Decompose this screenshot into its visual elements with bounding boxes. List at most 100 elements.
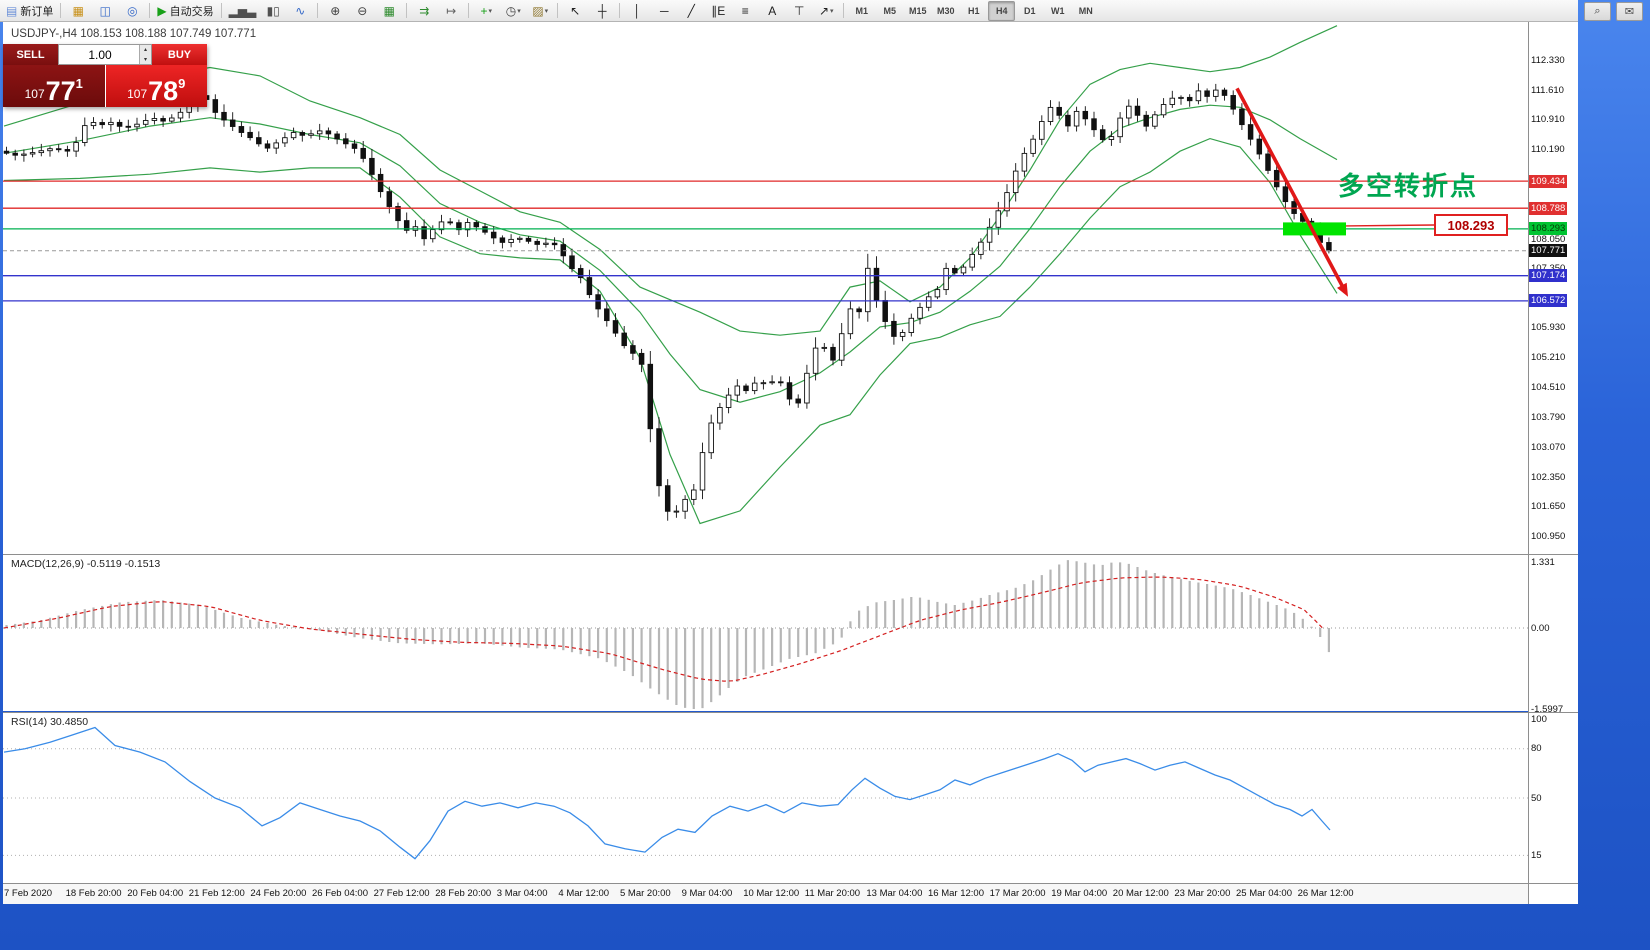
trend-arrow[interactable]	[1235, 87, 1348, 297]
zoom-in-icon: ⊕	[330, 3, 341, 18]
annotation-text[interactable]: 多空转折点	[1338, 171, 1479, 201]
market-watch-icon[interactable]: ▦	[65, 1, 91, 21]
horizontal-line-icon[interactable]: ─	[651, 1, 677, 21]
periods-button[interactable]: ◷ ▾	[500, 1, 526, 21]
time-axis[interactable]: 7 Feb 2020 18 Feb 20:00 20 Feb 04:00 21 Feb…	[3, 884, 1528, 904]
chevron-down-icon: ▾	[488, 7, 493, 15]
toolbar-separator	[317, 3, 319, 18]
auto-trading-button[interactable]: ▶ 自动交易	[154, 1, 216, 21]
bollinger-middle	[3, 104, 1338, 403]
bollinger-lower	[3, 137, 1338, 525]
search-icon[interactable]: ⌕	[1584, 2, 1611, 21]
timeframe-h1[interactable]: H1	[968, 5, 980, 16]
green-zone-rect[interactable]	[1283, 222, 1346, 236]
timeframe-m30[interactable]: M30	[937, 5, 955, 16]
templates-button[interactable]: ▨ ▾	[527, 1, 553, 21]
channel-icon: ∥E	[711, 3, 726, 18]
vertical-line-icon[interactable]: │	[624, 1, 650, 21]
zoom-in-icon[interactable]: ⊕	[322, 1, 348, 21]
tile-windows-icon[interactable]: ▦	[376, 1, 402, 21]
chevron-down-icon: ▾	[517, 7, 521, 15]
time-axis-label: 21 Feb 12:00	[188, 888, 245, 899]
toolbar-separator	[619, 3, 621, 18]
chart-shift-icon[interactable]: ↦	[438, 1, 464, 21]
volume-decrease-button[interactable]: ▾	[139, 54, 151, 64]
macd-signal-line	[3, 576, 1325, 682]
arrows-icon: ↗	[818, 3, 830, 18]
price-callout[interactable]: 108.293	[1434, 214, 1508, 236]
tile-windows-icon: ▦	[383, 3, 395, 18]
volume-field[interactable]: ▴ ▾	[58, 44, 152, 65]
arrows-icon[interactable]: ↗ ▾	[813, 1, 839, 21]
buy-button[interactable]: BUY	[152, 44, 207, 65]
timeframe-m15[interactable]: M15	[909, 5, 927, 16]
text-icon[interactable]: A	[759, 1, 785, 21]
time-axis-label: 13 Mar 04:00	[866, 888, 923, 899]
zoom-out-icon: ⊖	[357, 3, 368, 18]
line-chart-icon[interactable]: ∿	[287, 1, 313, 21]
candlestick-icon: ▮▯	[266, 3, 280, 18]
volume-increase-button[interactable]: ▴	[139, 45, 151, 55]
indicators-button[interactable]: + ▾	[473, 1, 499, 21]
pane-separator	[3, 883, 1578, 884]
bollinger-upper	[3, 25, 1338, 336]
trendline-icon[interactable]: ╱	[678, 1, 704, 21]
horizontal-level-lines[interactable]	[3, 180, 1528, 302]
sell-price-figure: 107	[24, 87, 45, 101]
macd-histogram	[5, 560, 1331, 709]
cursor-icon[interactable]: ↖	[562, 1, 588, 21]
toolbar: ▤ 新订单 ▦ ◫ ◎ ▶ 自动交易 ▂▅▃ ▮▯ ∿ ⊕ ⊖ ▦ ⇉ ↦ + ▾ ◷ ▾ ▨ ▾ ↖ ┼ │ ─ ╱ ∥E ≡ A ⊤ ↗…	[0, 0, 1578, 22]
auto-scroll-icon: ⇉	[419, 3, 430, 18]
macd-pane[interactable]	[3, 555, 1528, 711]
terminal-icon: ◎	[127, 3, 138, 18]
sell-price-display[interactable]: 107 77 1	[3, 65, 105, 107]
navigator-icon: ◫	[99, 3, 112, 18]
auto-trading-button-label: 自动交易	[169, 5, 214, 18]
navigator-icon[interactable]: ◫	[92, 1, 118, 21]
chat-icon[interactable]: ✉	[1616, 2, 1643, 21]
templates-icon: ▨	[532, 3, 544, 18]
new-order-button[interactable]: ▤ 新订单	[3, 1, 56, 21]
rsi-svg	[3, 726, 1528, 860]
pane-separator[interactable]	[3, 554, 1578, 555]
macd-indicator-label: MACD(12,26,9) -0.5119 -0.1513	[11, 558, 161, 570]
main-chart[interactable]	[3, 22, 1528, 554]
time-axis-label: 5 Mar 20:00	[620, 888, 671, 899]
crosshair-icon: ┼	[598, 3, 607, 18]
candles	[3, 83, 1332, 521]
terminal-icon[interactable]: ◎	[119, 1, 145, 21]
toolbar-right: ⌕ ✉	[1584, 2, 1643, 21]
time-axis-label: 16 Mar 12:00	[928, 888, 984, 899]
market-watch-icon: ▦	[72, 3, 85, 18]
line-chart-icon: ∿	[295, 3, 306, 18]
rsi-line	[3, 726, 1331, 860]
timeframe-mn[interactable]: MN	[1078, 5, 1093, 16]
main-chart-svg[interactable]	[3, 22, 1528, 554]
volume-input[interactable]	[59, 45, 151, 64]
chevron-down-icon: ▾	[830, 7, 834, 15]
vertical-line-icon: │	[633, 3, 642, 18]
zoom-out-icon[interactable]: ⊖	[349, 1, 375, 21]
timeframe-w1[interactable]: W1	[1051, 5, 1065, 16]
time-axis-label: 28 Feb 20:00	[435, 888, 492, 899]
timeframe-d1[interactable]: D1	[1024, 5, 1036, 16]
auto-scroll-icon[interactable]: ⇉	[411, 1, 437, 21]
timeframe-h4[interactable]: H4	[988, 0, 1016, 21]
crosshair-icon[interactable]: ┼	[589, 1, 615, 21]
sell-button[interactable]: SELL	[3, 44, 58, 65]
fibonacci-icon[interactable]: ≡	[732, 1, 758, 21]
auto-trading-icon: ▶	[157, 3, 167, 18]
text-label-icon[interactable]: ⊤	[786, 1, 812, 21]
chart-title: USDJPY-,H4 108.153 108.188 107.749 107.7…	[11, 28, 257, 40]
price-axis[interactable]	[1528, 22, 1578, 904]
bar-chart-icon[interactable]: ▂▅▃	[226, 1, 260, 21]
channel-icon[interactable]: ∥E	[705, 1, 731, 21]
buy-price-display[interactable]: 107 78 9	[105, 65, 207, 107]
new-order-icon: ▤	[6, 3, 18, 18]
rsi-pane[interactable]	[3, 713, 1528, 883]
timeframe-m5[interactable]: M5	[883, 5, 897, 16]
candlestick-icon[interactable]: ▮▯	[260, 1, 286, 21]
pane-separator[interactable]	[3, 712, 1578, 713]
timeframe-m1[interactable]: M1	[855, 5, 869, 16]
